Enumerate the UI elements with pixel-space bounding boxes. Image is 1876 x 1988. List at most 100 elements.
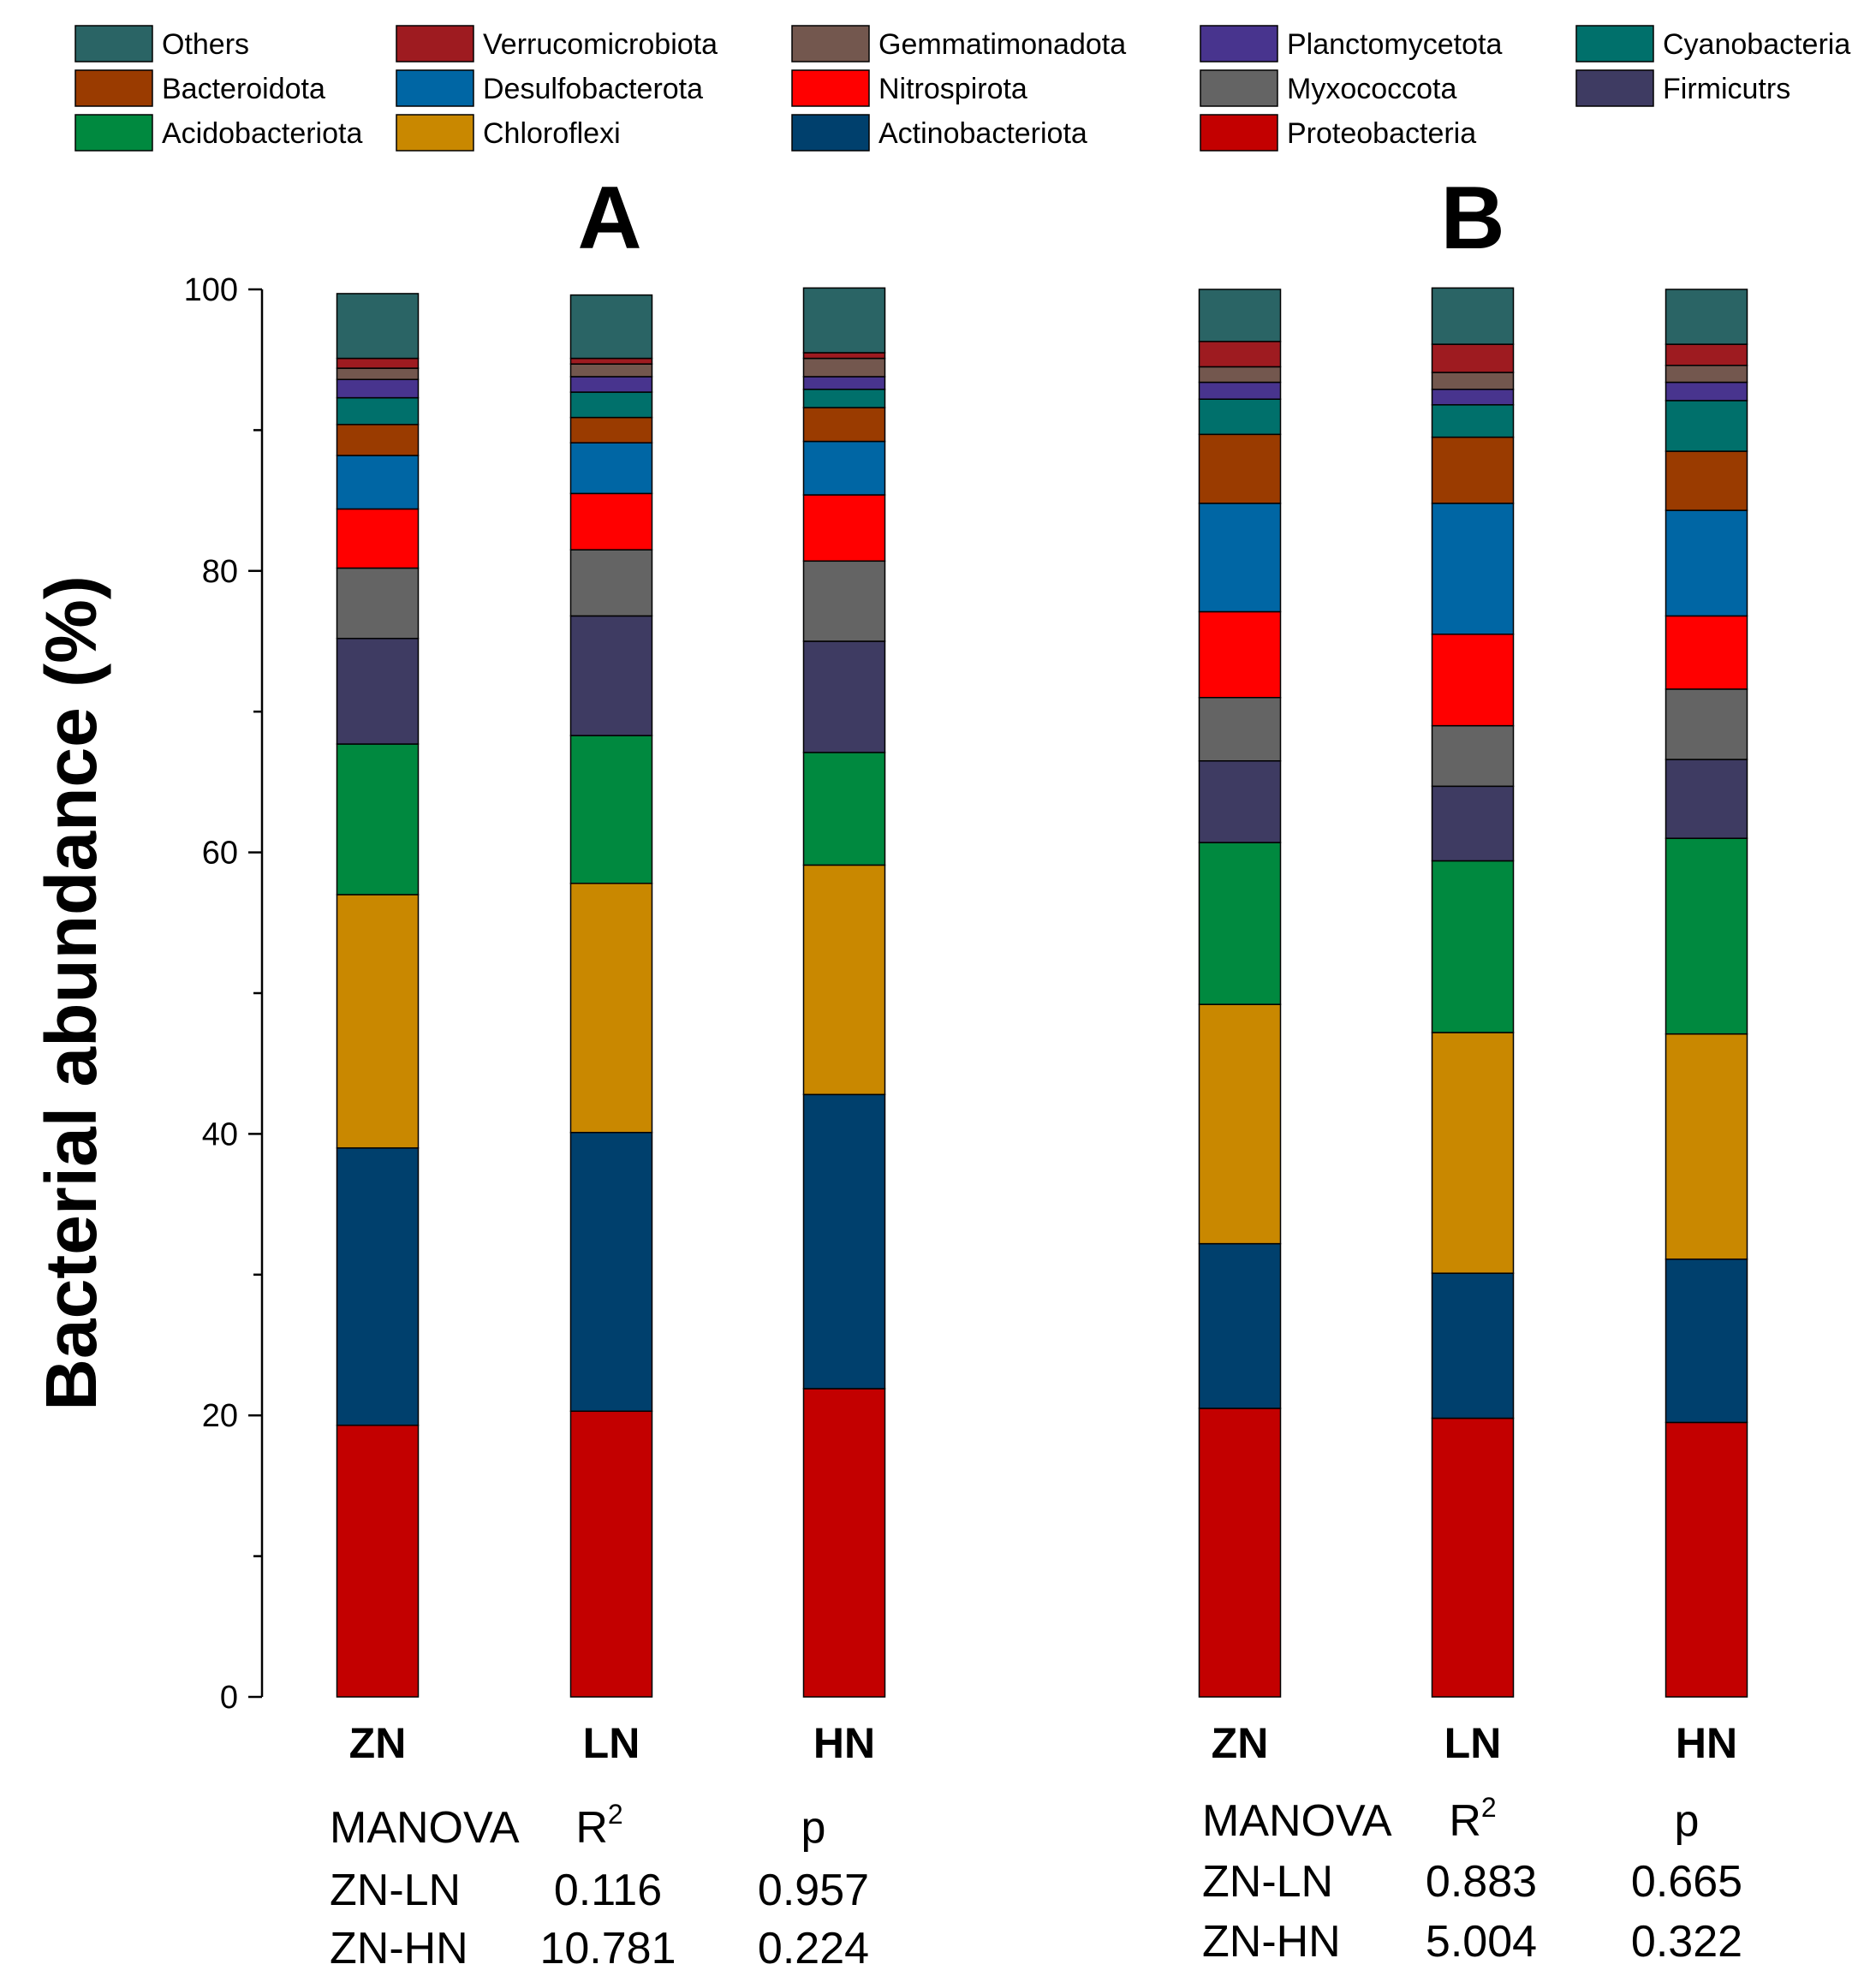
legend-swatch	[1200, 114, 1278, 152]
bar-segment-nitrospirota	[569, 492, 653, 551]
y-tick-label: 20	[202, 1398, 238, 1434]
legend-swatch	[791, 25, 870, 62]
bar-segment-myxococcota	[802, 560, 886, 642]
legend-swatch	[1575, 25, 1654, 62]
bar-segment-actinobacteriota	[1198, 1242, 1282, 1409]
stats-header-method: MANOVA	[330, 1803, 520, 1853]
bar-stack-b-zn	[1198, 289, 1282, 1698]
bar-segment-verrucomicrobiota	[1665, 343, 1748, 366]
panel-label-a: A	[577, 169, 641, 268]
legend-item-verrucomicrobiota: Verrucomicrobiota	[396, 25, 718, 62]
bar-segment-proteobacteria	[1198, 1408, 1282, 1698]
bar-segment-myxococcota	[569, 549, 653, 617]
bar-segment-others	[802, 287, 886, 354]
legend-item-actinobacteriota: Actinobacteriota	[791, 114, 1087, 152]
category-label-zn: ZN	[1212, 1719, 1269, 1767]
bar-segment-chloroflexi	[1665, 1033, 1748, 1260]
bar-segment-others	[569, 294, 653, 360]
bar-segment-nitrospirota	[802, 494, 886, 562]
y-tick-label: 60	[202, 836, 238, 872]
category-labels: ZN LN HN ZN LN HN	[349, 1719, 1737, 1767]
bar-stack-b-hn	[1665, 289, 1748, 1698]
bar-segment-gemmatimonadota	[1665, 365, 1748, 384]
stats-row-r2: 5.004	[1426, 1917, 1537, 1967]
bar-segment-actinobacteriota	[802, 1093, 886, 1390]
legend-label: Actinobacteriota	[878, 117, 1087, 150]
bar-segment-myxococcota	[1431, 724, 1515, 788]
legend-label: Nitrospirota	[878, 73, 1027, 105]
bar-segment-firmicutrs	[569, 615, 653, 736]
bar-segment-actinobacteriota	[1665, 1258, 1748, 1424]
bar-segment-chloroflexi	[1431, 1032, 1515, 1274]
stats-row-r2: 0.116	[554, 1866, 662, 1915]
legend-item-bacteroidota: Bacteroidota	[74, 69, 325, 107]
y-axis-title: Bacterial abundance (%)	[31, 575, 111, 1411]
bars	[336, 287, 1748, 1698]
bar-segment-others	[336, 293, 420, 360]
legend-item-chloroflexi: Chloroflexi	[396, 114, 621, 152]
legend-swatch	[74, 69, 153, 107]
y-tick-label: 80	[202, 554, 238, 590]
bar-segment-proteobacteria	[802, 1388, 886, 1698]
legend-item-firmicutrs: Firmicutrs	[1575, 69, 1790, 107]
bar-segment-chloroflexi	[336, 894, 420, 1149]
legend-item-cyanobacteria: Cyanobacteria	[1575, 25, 1850, 62]
stats-header-r2: R2	[1449, 1792, 1496, 1846]
bar-segment-myxococcota	[1665, 688, 1748, 760]
bar-segment-acidobacteriota	[1431, 860, 1515, 1033]
bar-segment-bacteroidota	[1198, 433, 1282, 504]
stats-row-zn-hn: ZN-HN 5.004 0.322	[1202, 1917, 1742, 1967]
stats-row-label: ZN-HN	[330, 1924, 468, 1973]
legend-swatch	[791, 69, 870, 107]
stats-header-p: p	[801, 1803, 826, 1853]
legend: Others Verrucomicrobiota Gemmatimonadota Pl…	[74, 25, 1850, 152]
legend-item-myxococcota: Myxococcota	[1200, 69, 1456, 107]
legend-item-desulfobacterota: Desulfobacterota	[396, 69, 703, 107]
legend-label: Cyanobacteria	[1663, 28, 1850, 61]
bar-stack-a-hn	[802, 287, 886, 1698]
bar-segment-acidobacteriota	[336, 743, 420, 896]
legend-label: Gemmatimonadota	[878, 28, 1126, 61]
stats-row-zn-hn: ZN-HN 10.781 0.224	[330, 1924, 869, 1973]
bar-segment-firmicutrs	[1665, 759, 1748, 839]
legend-label: Others	[162, 28, 249, 61]
legend-swatch	[74, 114, 153, 152]
bar-segment-proteobacteria	[336, 1424, 420, 1698]
bar-segment-acidobacteriota	[1198, 842, 1282, 1005]
legend-label: Chloroflexi	[483, 117, 621, 150]
legend-label: Bacteroidota	[162, 73, 325, 105]
bar-segment-nitrospirota	[336, 508, 420, 569]
bar-segment-acidobacteriota	[802, 752, 886, 866]
stats-header-method: MANOVA	[1202, 1796, 1392, 1846]
y-axis: 0 20 40 60 80 100 Bacterial abundance (%)	[31, 272, 264, 1716]
stats-row-label: ZN-LN	[330, 1866, 461, 1915]
y-tick-label: 0	[220, 1680, 238, 1716]
legend-swatch	[396, 114, 474, 152]
bar-segment-planctomycetota	[802, 376, 886, 390]
stats-row-p: 0.665	[1631, 1857, 1742, 1907]
bar-segment-nitrospirota	[1665, 615, 1748, 690]
stats-header-p: p	[1675, 1796, 1700, 1846]
legend-item-acidobacteriota: Acidobacteriota	[74, 114, 362, 152]
bar-segment-chloroflexi	[1198, 1003, 1282, 1245]
bar-segment-firmicutrs	[336, 637, 420, 745]
legend-swatch	[396, 25, 474, 62]
legend-swatch	[791, 114, 870, 152]
legend-label: Myxococcota	[1287, 73, 1456, 105]
bar-segment-cyanobacteria	[1665, 400, 1748, 452]
bar-segment-bacteroidota	[336, 424, 420, 456]
bar-segment-desulfobacterota	[1431, 503, 1515, 635]
bar-stack-b-ln	[1431, 287, 1515, 1698]
bar-segment-verrucomicrobiota	[1198, 341, 1282, 368]
bar-segment-actinobacteriota	[1431, 1272, 1515, 1420]
stats-row-label: ZN-HN	[1202, 1917, 1341, 1967]
y-tick-label: 40	[202, 1116, 238, 1152]
category-label-hn: HN	[813, 1719, 875, 1767]
bar-segment-gemmatimonadota	[569, 363, 653, 378]
legend-swatch	[1200, 69, 1278, 107]
stats-row-r2: 10.781	[539, 1924, 676, 1973]
bar-segment-gemmatimonadota	[1198, 366, 1282, 384]
bar-segment-firmicutrs	[1198, 759, 1282, 843]
bar-segment-bacteroidota	[1431, 436, 1515, 504]
